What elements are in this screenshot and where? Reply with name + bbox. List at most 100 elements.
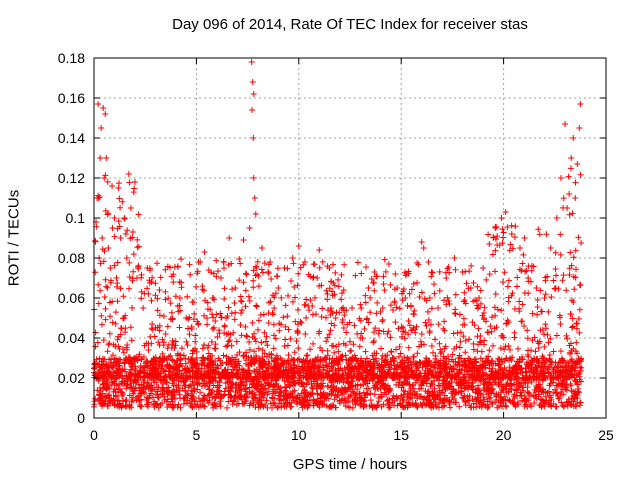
data-point [264,342,271,349]
data-point [558,355,565,362]
data-point [549,359,556,366]
data-point [316,264,323,271]
data-point [164,404,171,411]
data-point [390,374,397,381]
data-point [302,358,309,365]
data-point [253,352,260,359]
data-point [95,361,102,368]
data-point [504,317,511,324]
data-point [469,396,476,403]
data-point [156,342,163,349]
data-point [359,369,366,376]
data-point [281,265,288,271]
ticks-layer: 0 0.02 0.04 0.06 0.08 0.1 0.12 0.14 0.16 0.18 0 5 10… [58,50,614,443]
data-point [373,380,380,387]
data-point [169,341,176,348]
data-point [481,337,488,344]
data-point [330,362,337,369]
data-point [154,307,161,314]
data-point [461,357,468,364]
data-point [135,211,142,218]
data-point [287,335,294,342]
data-point [108,363,115,370]
data-point [467,285,474,291]
data-point [404,391,411,398]
data-point [101,175,108,181]
data-point [385,400,392,407]
data-point [266,360,273,367]
data-point [188,323,195,330]
data-point [387,366,394,373]
data-point [405,344,412,351]
data-point [162,288,169,295]
data-point [370,338,377,345]
data-point [305,302,312,309]
data-point [379,305,386,311]
data-point [368,275,375,282]
data-point [494,306,501,313]
data-point [295,243,302,249]
data-point [565,173,572,180]
data-point [474,305,481,312]
data-point [187,356,194,363]
data-point [388,349,395,356]
data-point [161,393,168,400]
data-point [371,360,378,367]
data-point [303,296,310,303]
data-point [263,333,270,340]
y-tick-label: 0.02 [58,370,85,386]
data-point [541,295,548,301]
data-point [95,281,102,288]
data-point [139,365,146,372]
data-point [205,267,212,274]
data-point [498,332,505,339]
data-point [234,351,241,358]
data-point [156,327,163,334]
data-point [220,352,227,359]
data-point [318,392,325,399]
data-point [342,352,349,359]
data-point [106,330,113,337]
data-point [320,374,327,381]
data-point [169,315,176,322]
data-point [161,373,168,380]
data-point [576,329,583,336]
data-point [402,295,409,301]
data-point [106,391,113,398]
data-point [469,386,476,393]
data-point [324,306,331,313]
data-point [250,381,257,388]
data-point [487,323,494,330]
data-point [149,384,156,391]
data-point [477,287,484,294]
data-point [248,59,255,65]
data-point [575,385,582,392]
data-point [323,395,330,402]
data-point [305,403,312,410]
data-point [295,321,302,328]
data-point [127,235,134,242]
data-point [425,372,432,379]
data-point [469,319,476,326]
data-point [280,314,287,321]
data-point [205,392,212,399]
data-point [578,355,585,362]
data-point [176,278,183,285]
data-point [468,262,475,269]
data-point [441,297,448,304]
data-point [170,279,177,286]
data-point [254,326,261,333]
data-point [102,172,109,179]
data-point [242,270,249,277]
data-point [210,324,217,331]
data-point [129,229,136,235]
data-point [123,255,130,261]
data-point [131,185,138,192]
data-point [168,309,175,316]
data-point [297,264,304,271]
data-point [392,271,399,278]
data-point [204,306,211,313]
data-point [461,321,468,328]
data-point [402,388,409,395]
